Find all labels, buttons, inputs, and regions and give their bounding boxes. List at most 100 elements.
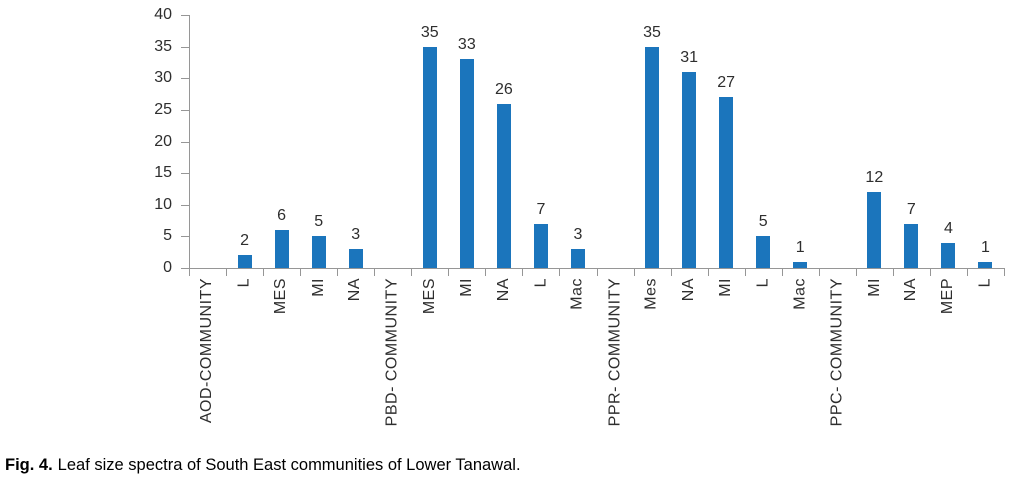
x-axis-tick [966, 269, 968, 276]
y-axis-tick-label: 15 [154, 164, 172, 182]
x-category-label: PPC- COMMUNITY [828, 278, 846, 427]
y-axis-tick [181, 268, 189, 269]
x-axis-tick [559, 269, 561, 276]
y-axis-tick-label: 40 [154, 6, 172, 23]
x-axis-tick [226, 269, 228, 276]
x-category-label: MES [272, 278, 290, 315]
x-category-label: NA [346, 278, 364, 302]
x-axis-tick [670, 269, 672, 276]
bar-value-label: 33 [457, 36, 476, 54]
bar [719, 97, 734, 268]
x-axis-tick [337, 269, 339, 276]
x-category-label: NA [494, 278, 512, 302]
y-axis-tick-label: 20 [154, 132, 172, 150]
x-category-label: AOD-COMMUNITY [198, 278, 216, 424]
bar [237, 255, 252, 268]
bar [793, 261, 808, 268]
bar [941, 242, 956, 268]
bar-value-label: 35 [420, 23, 439, 41]
bar-value-label: 4 [943, 219, 953, 237]
x-axis-tick [855, 269, 857, 276]
x-axis-tick [707, 269, 709, 276]
y-axis-tick-label: 30 [154, 69, 172, 87]
bar-value-label: 6 [277, 207, 287, 225]
y-axis-tick [181, 173, 189, 175]
bar [904, 223, 919, 268]
bar [274, 230, 289, 268]
x-category-label: MES [420, 278, 438, 315]
x-category-label: MI [865, 278, 883, 297]
x-axis-tick [411, 269, 413, 276]
figure-caption: Fig. 4. Leaf size spectra of South East c… [5, 456, 521, 475]
x-axis-tick [892, 269, 894, 276]
y-axis-line [189, 15, 190, 268]
bar-value-label: 1 [981, 238, 990, 256]
x-axis-tick [1004, 269, 1005, 276]
y-axis-tick [181, 204, 189, 206]
bar-value-label: 1 [795, 238, 805, 256]
y-axis-tick [181, 141, 189, 143]
y-axis-tick [181, 236, 189, 238]
bar [533, 223, 548, 268]
bar [978, 261, 993, 268]
bar [459, 59, 474, 268]
y-axis-tick [181, 109, 189, 111]
y-axis-tick-label: 25 [154, 100, 172, 118]
y-axis-tick [181, 15, 189, 16]
caption-label: Fig. 4. [5, 456, 53, 474]
x-category-label: MI [717, 278, 735, 297]
bar-value-label: 31 [680, 48, 698, 66]
y-axis-tick [181, 78, 189, 80]
bar-value-label: 7 [536, 200, 546, 218]
bar-value-label: 2 [240, 232, 250, 250]
bar-value-label: 26 [494, 80, 513, 98]
x-category-label: Mes [643, 278, 661, 310]
x-axis-tick [522, 269, 524, 276]
bar [311, 236, 326, 268]
x-axis-tick [448, 269, 450, 276]
x-axis-tick [485, 269, 487, 276]
x-category-label: MI [309, 278, 327, 297]
x-axis-tick [596, 269, 598, 276]
x-category-label: PPR- COMMUNITY [606, 278, 624, 427]
x-category-label: L [235, 278, 253, 288]
caption-text: Leaf size spectra of South East communit… [57, 456, 521, 474]
bar [496, 103, 511, 268]
x-category-label: L [531, 278, 549, 288]
x-category-label: L [754, 278, 772, 288]
x-axis-tick [744, 269, 746, 276]
x-category-label: NA [680, 278, 698, 302]
y-axis-tick [181, 46, 189, 48]
x-category-label: NA [902, 278, 920, 302]
bar-value-label: 3 [573, 226, 583, 244]
x-axis-tick [374, 269, 376, 276]
bar-value-label: 35 [643, 23, 661, 41]
x-axis-tick [929, 269, 931, 276]
x-category-label: L [976, 278, 994, 288]
bar-value-label: 7 [906, 200, 916, 218]
x-category-label: Mac [568, 278, 586, 310]
x-axis-line [188, 268, 1005, 269]
y-axis-tick-label: 5 [163, 227, 172, 245]
bar [570, 249, 585, 268]
bar [867, 192, 882, 268]
x-category-label: MI [457, 278, 475, 297]
bar [682, 71, 697, 268]
bar-value-label: 5 [314, 213, 324, 231]
bar-value-label: 5 [758, 213, 768, 231]
y-axis-tick-label: 0 [163, 259, 172, 276]
y-axis-tick-label: 35 [154, 37, 172, 55]
x-category-label: PBD- COMMUNITY [383, 278, 401, 427]
x-axis-tick [189, 269, 190, 276]
x-category-label: Mac [791, 278, 809, 310]
bar-value-label: 27 [717, 74, 736, 92]
x-axis-tick [818, 269, 820, 276]
y-axis-tick-label: 10 [154, 195, 172, 213]
x-axis-tick [263, 269, 265, 276]
x-axis-tick [300, 269, 302, 276]
bar [645, 46, 660, 268]
x-axis-tick [633, 269, 635, 276]
bar [756, 236, 771, 268]
